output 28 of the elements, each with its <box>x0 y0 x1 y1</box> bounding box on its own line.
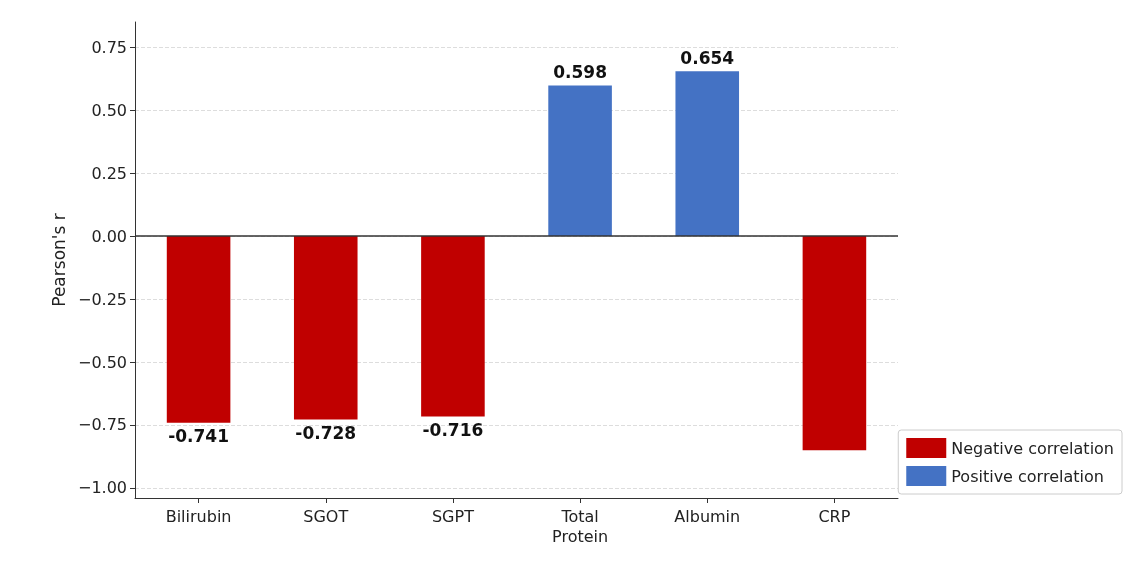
y-axis-title: Pearson's r <box>48 213 69 307</box>
data-label: 0.654 <box>680 47 735 68</box>
data-label: -0.728 <box>295 422 357 443</box>
bar <box>675 71 740 237</box>
y-tick-label: 0.75 <box>91 37 127 57</box>
y-tick-label: −0.50 <box>77 352 127 372</box>
bar <box>293 236 358 420</box>
y-tick-label: 0.00 <box>91 226 127 246</box>
legend-label: Positive correlation <box>951 466 1104 486</box>
x-tick-label: Total Protein <box>552 506 609 546</box>
bar <box>421 236 485 417</box>
bar <box>802 236 867 451</box>
x-tick-label: Albumin <box>674 506 741 526</box>
y-tick-label: −0.75 <box>77 415 127 435</box>
bar <box>548 85 612 237</box>
y-tick-label: −1.00 <box>77 478 127 498</box>
y-tick-label: 0.50 <box>91 100 127 120</box>
x-tick-label: SGPT <box>431 506 475 526</box>
x-tick-label: Bilirubin <box>165 506 232 526</box>
y-tick-label: 0.25 <box>91 163 127 183</box>
data-label: 0.598 <box>553 61 607 82</box>
x-tick-label: SGOT <box>303 506 349 526</box>
bar <box>166 236 231 423</box>
y-tick-label: −0.25 <box>77 289 127 309</box>
data-label: -0.716 <box>422 419 484 440</box>
x-tick-label: CRP <box>818 506 851 526</box>
legend-label: Negative correlation <box>951 438 1115 458</box>
data-label: -0.741 <box>168 426 229 447</box>
